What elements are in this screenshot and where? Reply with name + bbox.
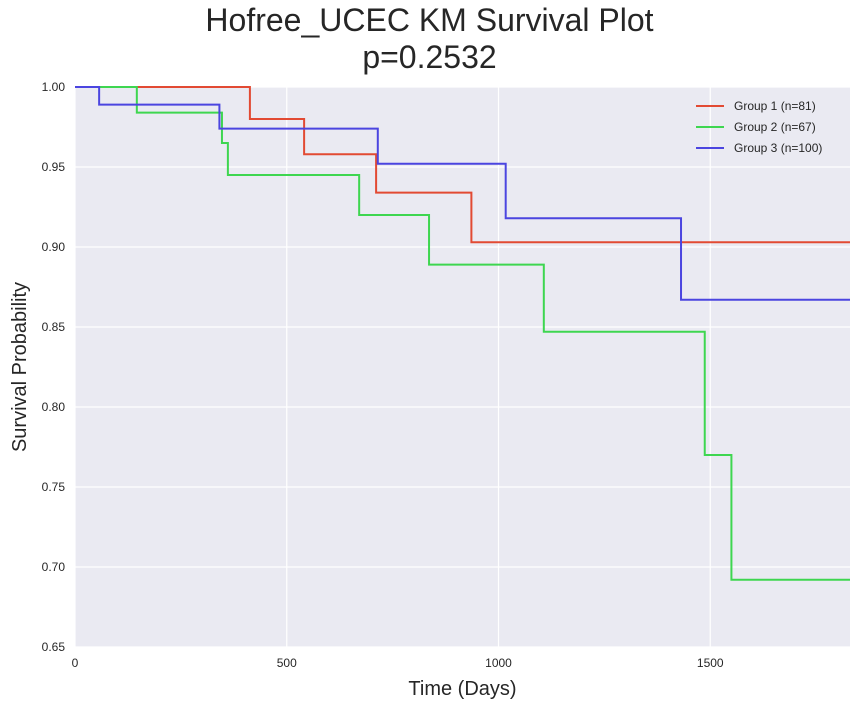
y-tick-label: 0.75	[42, 480, 66, 494]
tick-labels: 0 500 1000 1500 0.65 0.70 0.75 0.80 0.85 0.90 0.95…	[42, 80, 724, 670]
x-tick-label: 1500	[697, 656, 724, 670]
plot-area	[75, 87, 850, 647]
legend-label: Group 3 (n=100)	[734, 141, 822, 155]
series-line-group-1	[75, 86, 850, 244]
x-tick-label: 500	[277, 656, 297, 670]
legend: Group 1 (n=81) Group 2 (n=67) Group 3 (n=1…	[696, 99, 822, 155]
y-tick-label: 0.70	[42, 560, 66, 574]
grid-lines	[74, 86, 850, 648]
series-line-group-2	[75, 86, 850, 581]
legend-label: Group 2 (n=67)	[734, 120, 816, 134]
y-tick-label: 0.65	[42, 640, 66, 654]
y-tick-label: 0.95	[42, 160, 66, 174]
y-axis-title: Survival Probability	[9, 282, 31, 452]
x-tick-label: 0	[72, 656, 79, 670]
series-layer	[75, 86, 850, 581]
y-tick-label: 0.80	[42, 400, 66, 414]
x-axis-title: Time (Days)	[408, 678, 516, 700]
chart-title: Hofree_UCEC KM Survival Plot p=0.2532	[0, 2, 859, 76]
x-tick-label: 1000	[485, 656, 512, 670]
chart-subtitle-text: p=0.2532	[362, 39, 497, 75]
series-line-group-3	[75, 86, 850, 301]
y-tick-label: 0.85	[42, 320, 66, 334]
legend-label: Group 1 (n=81)	[734, 99, 816, 113]
y-tick-label: 1.00	[42, 80, 66, 94]
chart-title-text: Hofree_UCEC KM Survival Plot	[205, 2, 654, 38]
y-tick-label: 0.90	[42, 240, 66, 254]
